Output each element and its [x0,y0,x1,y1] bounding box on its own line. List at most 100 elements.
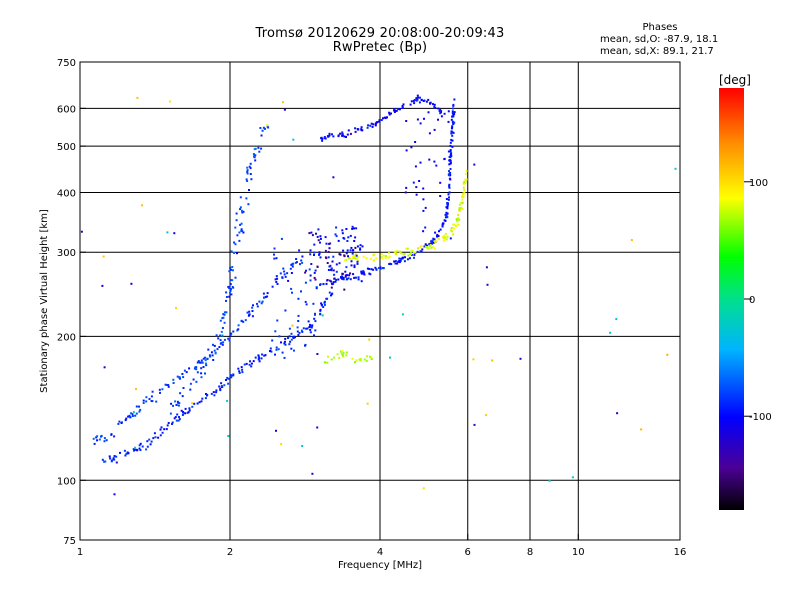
data-point [398,257,401,260]
data-point [338,356,341,359]
data-point [409,253,412,256]
data-point [318,253,320,256]
data-point [182,376,185,379]
data-point [452,115,455,118]
data-point [160,426,163,429]
data-point [338,253,341,256]
data-point [198,401,201,404]
data-point [234,276,237,279]
data-point [380,119,383,122]
data-point [345,351,348,354]
data-point [548,479,551,482]
data-point [229,374,232,377]
data-point [361,245,364,248]
data-point [201,361,204,364]
data-point [266,125,269,128]
data-point [421,248,424,251]
data-point [433,103,436,106]
data-point [381,257,384,260]
data-point [430,242,433,245]
data-point [215,334,218,337]
data-point [223,311,226,314]
data-point [261,129,264,132]
data-point [357,256,360,259]
data-point [112,458,115,461]
data-point [261,353,264,356]
data-point [318,252,321,255]
data-point [416,94,419,97]
data-point [298,249,301,252]
data-point [321,314,324,317]
data-point [375,268,378,271]
data-point [433,105,436,108]
y-tick-label: 600 [57,104,76,115]
data-point [249,173,252,175]
data-point [252,360,255,363]
data-point [258,360,261,363]
y-tick-label: 75 [63,536,76,547]
data-point [296,330,299,333]
data-point [225,299,227,302]
data-point [308,326,311,328]
data-point [417,247,419,250]
data-point [112,456,115,459]
data-point [109,457,112,460]
data-point [434,241,437,244]
data-point [171,423,173,425]
data-point [283,356,286,359]
data-point [193,402,196,405]
data-point [388,252,390,255]
data-point [218,385,221,388]
data-point [132,411,135,414]
data-point [310,263,313,265]
data-point [178,418,181,421]
data-point [416,250,419,253]
data-point [153,432,156,435]
data-point [292,336,295,339]
data-point [254,159,257,162]
data-point [275,275,278,278]
data-point [170,402,173,405]
data-point [177,401,180,404]
data-point [225,311,228,314]
data-point [240,222,243,225]
data-point [674,167,677,170]
data-point [344,274,347,277]
data-point [386,116,388,119]
data-point [323,300,326,303]
data-point [382,117,384,120]
data-point [323,361,326,364]
data-point [239,196,242,199]
data-point [435,164,438,167]
data-point [422,209,425,212]
data-point [354,130,357,133]
data-point [175,419,178,422]
data-point [134,446,137,449]
data-point [138,444,141,447]
x-axis-label: Frequency [MHz] [338,560,422,571]
data-point [223,321,226,324]
data-point [178,416,180,418]
data-point [167,384,170,386]
data-point [220,330,223,333]
data-point [420,245,423,248]
data-point [288,327,291,330]
data-point [395,250,398,253]
data-point [176,400,179,403]
data-point [244,319,247,322]
data-point [314,278,317,281]
data-point [124,454,127,457]
data-point [449,149,452,151]
data-point [387,256,390,259]
data-point [117,422,120,425]
data-point [238,370,241,373]
data-point [327,269,330,271]
data-point [363,273,366,276]
data-point [416,118,419,121]
data-point [256,305,259,308]
data-point [447,150,450,153]
data-point [406,247,409,250]
data-point [305,303,308,306]
data-point [212,359,215,361]
data-point [205,364,208,367]
